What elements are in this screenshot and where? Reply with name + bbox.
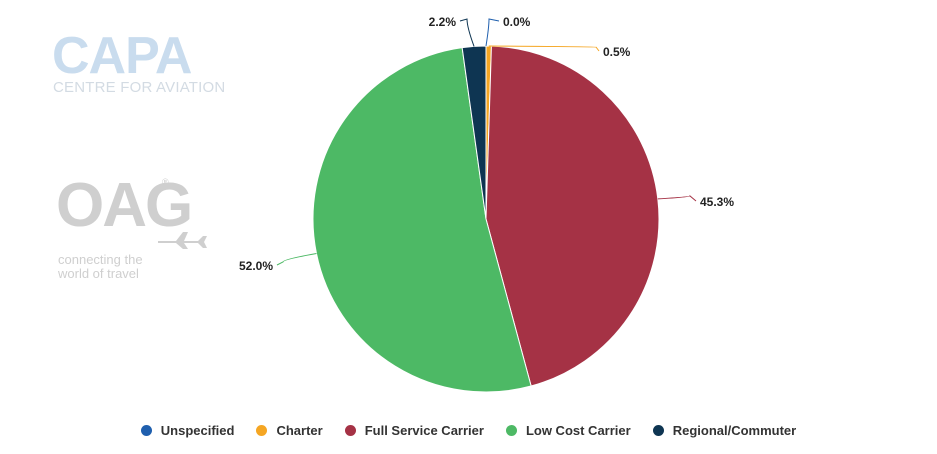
oag-logo: OAG ® connecting the world of travel (56, 175, 216, 285)
legend-marker-low-cost-carrier (505, 425, 517, 436)
connector-unspecified (485, 18, 500, 47)
connector-regional-commuter (459, 18, 475, 47)
data-label-full-service-carrier: 45.3% (700, 195, 734, 209)
oag-tagline: connecting the world of travel (58, 253, 143, 281)
capa-logo-word: CAPA (52, 27, 192, 85)
legend-item-low-cost-carrier[interactable]: Low Cost Carrier (505, 421, 631, 441)
legend-label-regional-commuter: Regional/Commuter (672, 423, 797, 438)
chart-legend: Unspecified Charter Full Service Carrier Lo… (0, 421, 937, 441)
pie-data-labels: 0.0% 0.5% 45.3% 52.0% 2.2% (239, 15, 734, 273)
airplane-icon (158, 232, 207, 249)
legend-marker-full-service-carrier (344, 425, 356, 436)
oag-tagline-line2: world of travel (58, 266, 139, 281)
capa-logo-subtitle: CENTRE FOR AVIATION (53, 79, 226, 96)
connector-low-cost-carrier (276, 253, 317, 266)
legend-label-low-cost-carrier: Low Cost Carrier (525, 423, 631, 438)
legend-marker-charter (256, 425, 268, 436)
oag-registered-mark: ® (162, 177, 169, 187)
legend-label-unspecified: Unspecified (160, 423, 235, 438)
oag-logo-word: OAG (56, 171, 193, 240)
capa-logo: CAPA CENTRE FOR AVIATION (52, 30, 262, 100)
data-label-charter: 0.5% (603, 45, 631, 59)
connector-full-service-carrier (657, 194, 697, 202)
legend-item-regional-commuter[interactable]: Regional/Commuter (652, 421, 797, 441)
legend-item-unspecified[interactable]: Unspecified (140, 421, 235, 441)
legend-item-full-service-carrier[interactable]: Full Service Carrier (344, 421, 484, 441)
oag-tagline-line1: connecting the (58, 252, 143, 267)
data-label-low-cost-carrier: 52.0% (239, 259, 273, 273)
pie-slice-full-service-carrier[interactable] (485, 45, 660, 387)
pie-slice-low-cost-carrier[interactable] (312, 47, 532, 393)
legend-marker-unspecified (140, 425, 152, 436)
data-label-regional-commuter: 2.2% (429, 15, 457, 29)
data-label-unspecified: 0.0% (503, 15, 531, 29)
legend-item-charter[interactable]: Charter (256, 421, 323, 441)
connector-charter (488, 45, 600, 52)
legend-marker-regional-commuter (652, 425, 664, 436)
pie-label-connectors (276, 18, 697, 266)
legend-label-full-service-carrier: Full Service Carrier (364, 423, 484, 438)
pie-slices (312, 45, 660, 393)
legend-label-charter: Charter (276, 423, 323, 438)
